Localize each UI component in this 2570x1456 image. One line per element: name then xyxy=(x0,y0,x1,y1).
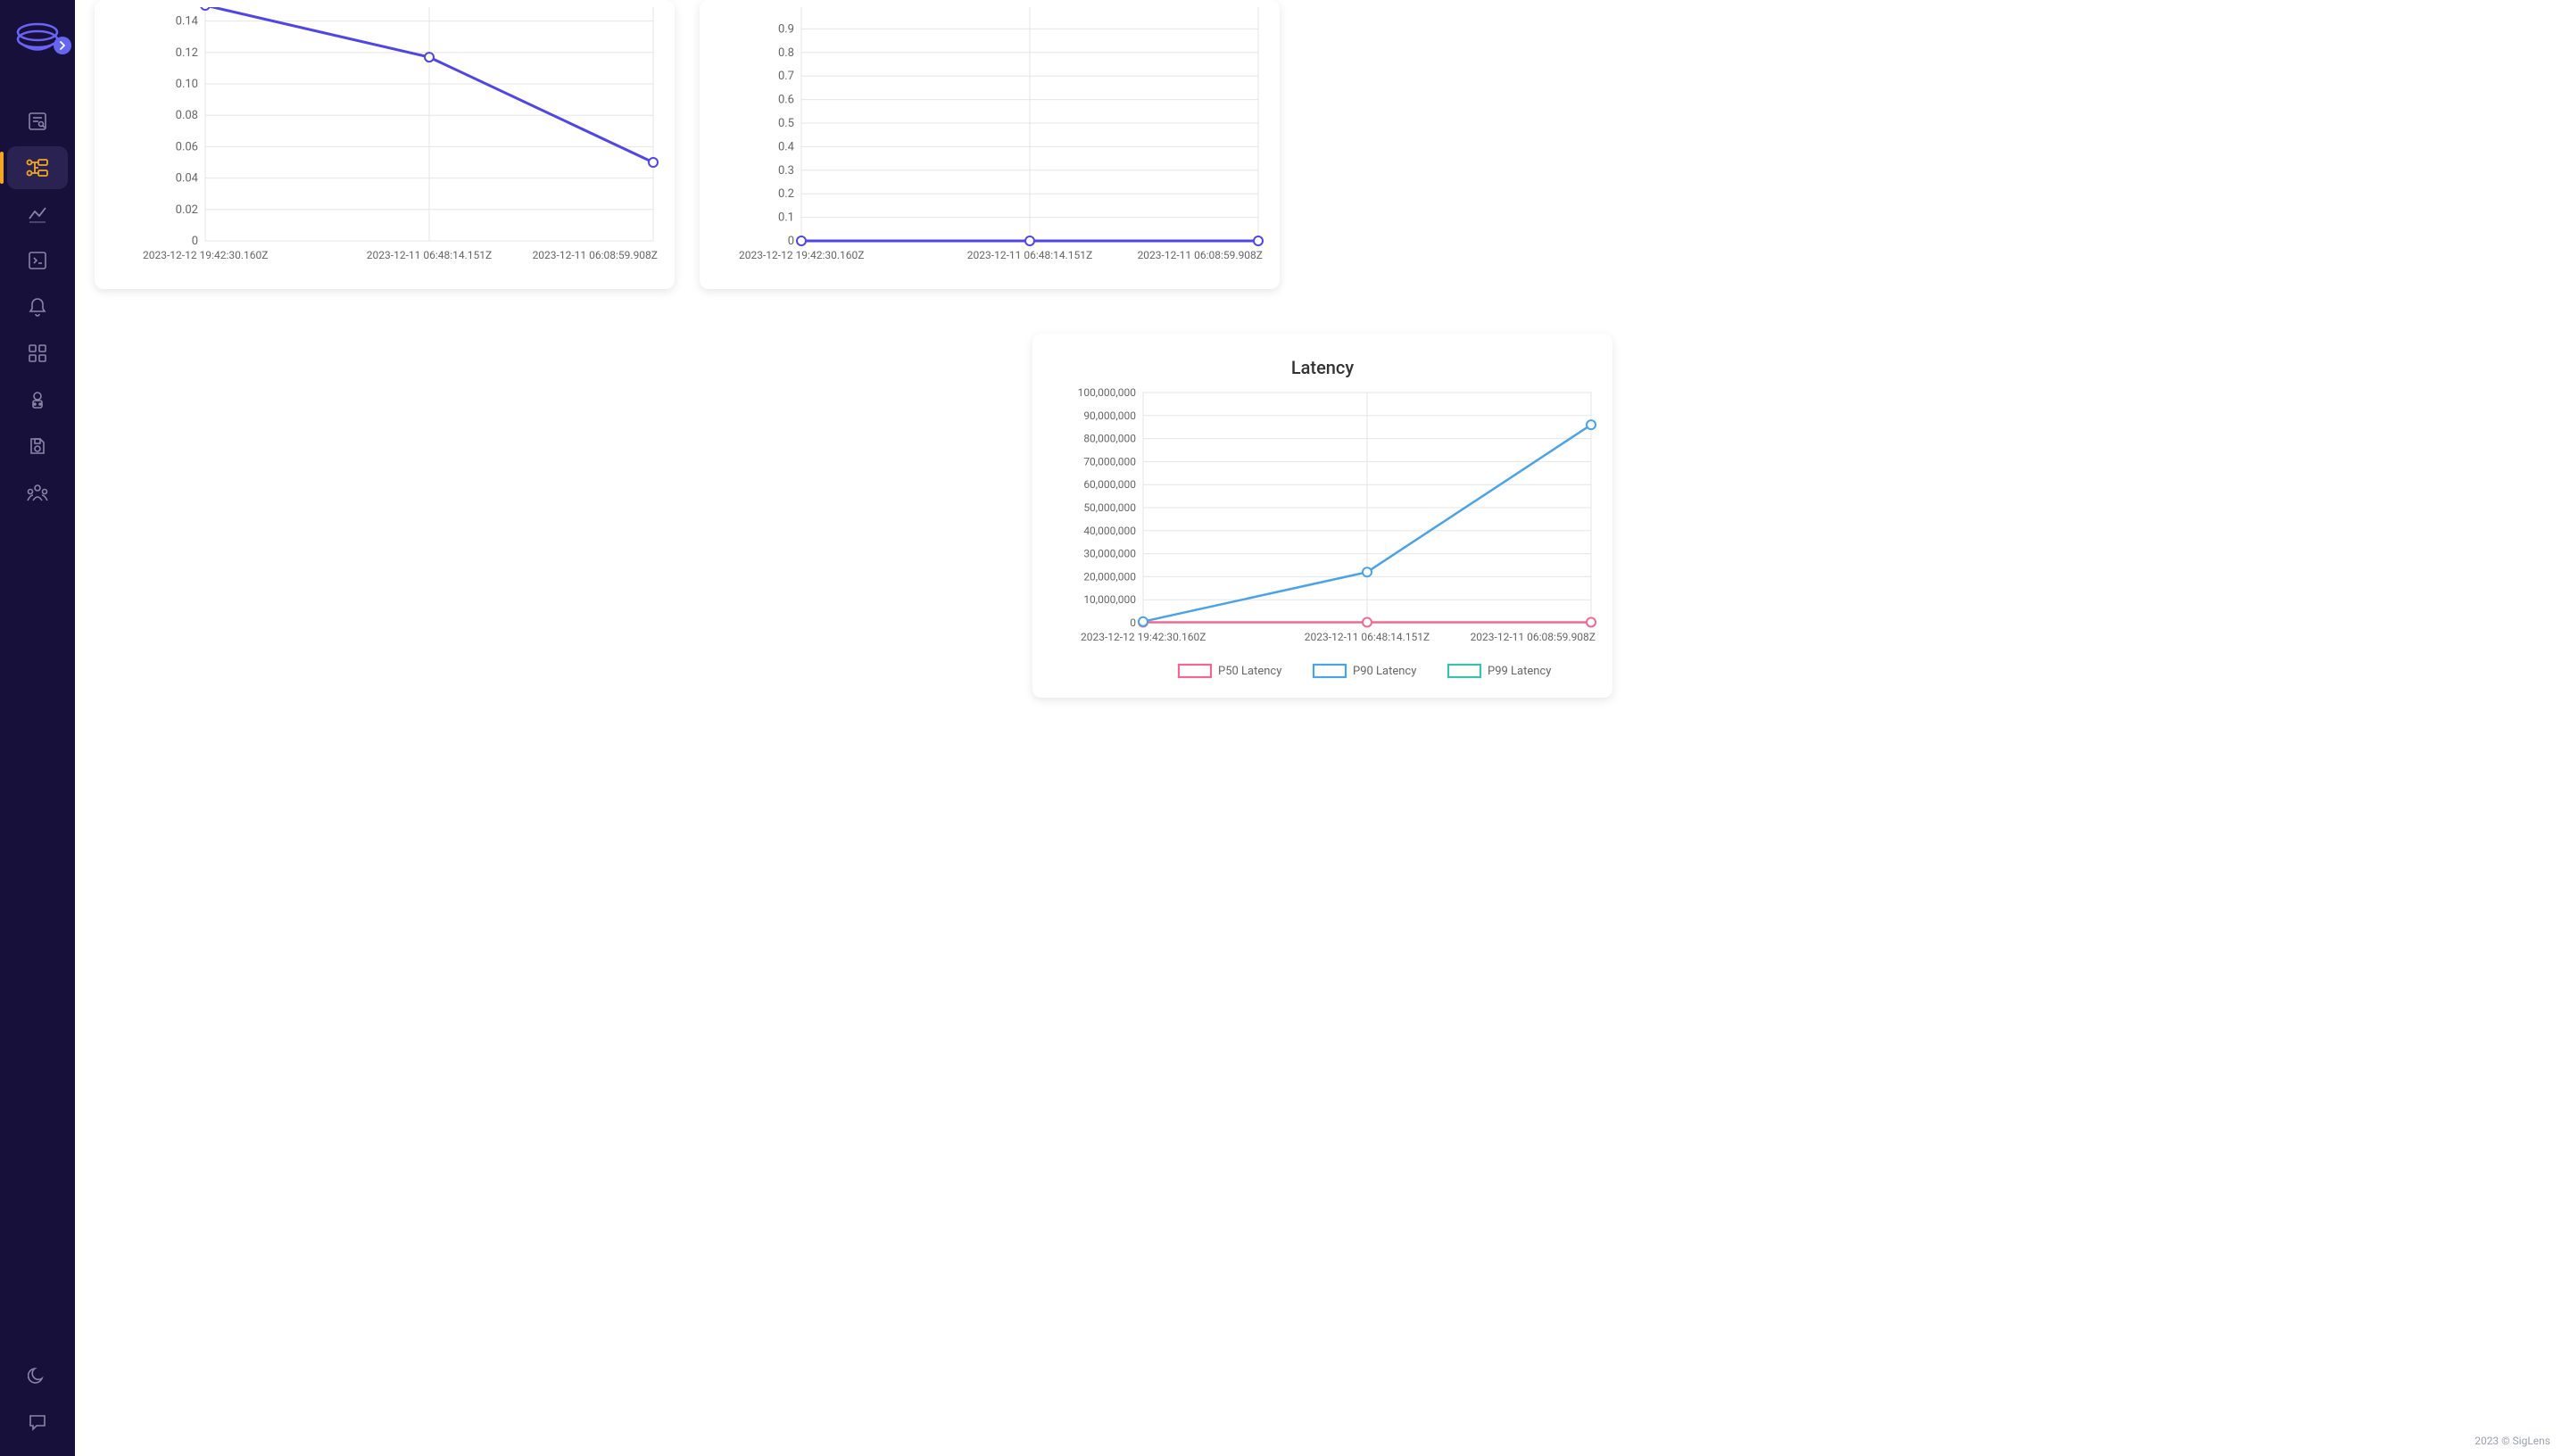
chart-panel-latency: Latency 0 10,000,000 20,000,000 30,000,000 4… xyxy=(1032,334,1612,698)
svg-text:0.14: 0.14 xyxy=(176,15,199,29)
svg-text:0.06: 0.06 xyxy=(176,140,198,153)
svg-text:2023-12-11 06:48:14.151Z: 2023-12-11 06:48:14.151Z xyxy=(367,249,492,261)
svg-text:0.6: 0.6 xyxy=(778,94,794,107)
chart-panel-1: 0 0.02 0.04 0.06 0.08 0.10 0.12 0.14 2023-12-12 … xyxy=(95,0,675,289)
svg-text:0.04: 0.04 xyxy=(176,172,199,186)
nav-logs[interactable] xyxy=(7,239,68,282)
svg-text:10,000,000: 10,000,000 xyxy=(1083,593,1136,606)
svg-text:0: 0 xyxy=(192,235,198,248)
theme-toggle[interactable] xyxy=(7,1354,68,1397)
footer-text: 2023 © SigLens xyxy=(2475,1435,2550,1447)
nav-search[interactable] xyxy=(7,100,68,143)
nav-metrics[interactable] xyxy=(7,193,68,236)
chart-1: 0 0.02 0.04 0.06 0.08 0.10 0.12 0.14 2023-12-12 … xyxy=(107,7,662,275)
svg-text:60,000,000: 60,000,000 xyxy=(1083,478,1136,491)
svg-text:70,000,000: 70,000,000 xyxy=(1083,455,1136,467)
svg-text:100,000,000: 100,000,000 xyxy=(1078,387,1137,399)
svg-text:2023-12-12 19:42:30.160Z: 2023-12-12 19:42:30.160Z xyxy=(739,249,864,261)
svg-text:2023-12-11 06:08:59.908Z: 2023-12-11 06:08:59.908Z xyxy=(1471,631,1596,643)
svg-text:0: 0 xyxy=(788,235,794,248)
svg-text:50,000,000: 50,000,000 xyxy=(1083,501,1136,514)
svg-text:2023-12-11 06:08:59.908Z: 2023-12-11 06:08:59.908Z xyxy=(1138,249,1263,261)
nav-alerts[interactable] xyxy=(7,285,68,328)
svg-text:80,000,000: 80,000,000 xyxy=(1083,433,1136,445)
nav-org[interactable] xyxy=(7,471,68,514)
svg-text:0.1: 0.1 xyxy=(778,211,794,225)
svg-text:0.8: 0.8 xyxy=(778,46,794,60)
nav-traces[interactable] xyxy=(7,146,68,189)
chart-panel-2: 0 0.1 0.2 0.3 0.4 0.5 0.6 0.7 0.8 0.9 2023-12-12 1… xyxy=(700,0,1280,289)
svg-text:P90 Latency: P90 Latency xyxy=(1353,665,1416,678)
svg-text:0.4: 0.4 xyxy=(778,140,795,153)
main-content: 00.020.040.060.080.100.120.142023-12-12 … xyxy=(75,0,2570,1456)
nav-users[interactable] xyxy=(7,378,68,421)
svg-text:0.7: 0.7 xyxy=(778,70,794,83)
svg-text:P99 Latency: P99 Latency xyxy=(1488,665,1551,678)
svg-text:0.5: 0.5 xyxy=(778,117,794,130)
chart-2: 0 0.1 0.2 0.3 0.4 0.5 0.6 0.7 0.8 0.9 2023-12-12 1… xyxy=(712,7,1267,275)
feedback[interactable] xyxy=(7,1401,68,1444)
svg-text:0.10: 0.10 xyxy=(176,78,198,91)
nav-storage[interactable] xyxy=(7,425,68,467)
svg-text:30,000,000: 30,000,000 xyxy=(1083,548,1136,560)
svg-text:2023-12-11 06:08:59.908Z: 2023-12-11 06:08:59.908Z xyxy=(533,249,658,261)
svg-text:2023-12-12 19:42:30.160Z: 2023-12-12 19:42:30.160Z xyxy=(1081,631,1206,643)
svg-text:0.3: 0.3 xyxy=(778,164,794,178)
svg-text:0: 0 xyxy=(1130,616,1136,629)
svg-text:90,000,000: 90,000,000 xyxy=(1083,410,1136,422)
svg-text:0.2: 0.2 xyxy=(778,187,794,201)
app-logo[interactable] xyxy=(12,12,62,62)
nav-dashboards[interactable] xyxy=(7,332,68,375)
svg-text:0.02: 0.02 xyxy=(176,203,198,217)
svg-text:2023-12-11 06:48:14.151Z: 2023-12-11 06:48:14.151Z xyxy=(1305,631,1430,643)
sidebar xyxy=(0,0,75,1456)
svg-text:2023-12-11 06:48:14.151Z: 2023-12-11 06:48:14.151Z xyxy=(967,249,1092,261)
svg-text:20,000,000: 20,000,000 xyxy=(1083,570,1136,583)
sidebar-expand-button[interactable] xyxy=(54,37,71,54)
svg-text:0.12: 0.12 xyxy=(176,46,198,60)
svg-text:0.08: 0.08 xyxy=(176,109,198,122)
svg-text:2023-12-12 19:42:30.160Z: 2023-12-12 19:42:30.160Z xyxy=(143,249,268,261)
chart-3-title: Latency xyxy=(1045,341,1600,387)
svg-text:40,000,000: 40,000,000 xyxy=(1083,525,1136,537)
svg-text:0.9: 0.9 xyxy=(778,22,794,36)
chart-3: 0 10,000,000 20,000,000 30,000,000 40,000,00… xyxy=(1045,387,1600,691)
svg-text:P50 Latency: P50 Latency xyxy=(1218,665,1281,678)
